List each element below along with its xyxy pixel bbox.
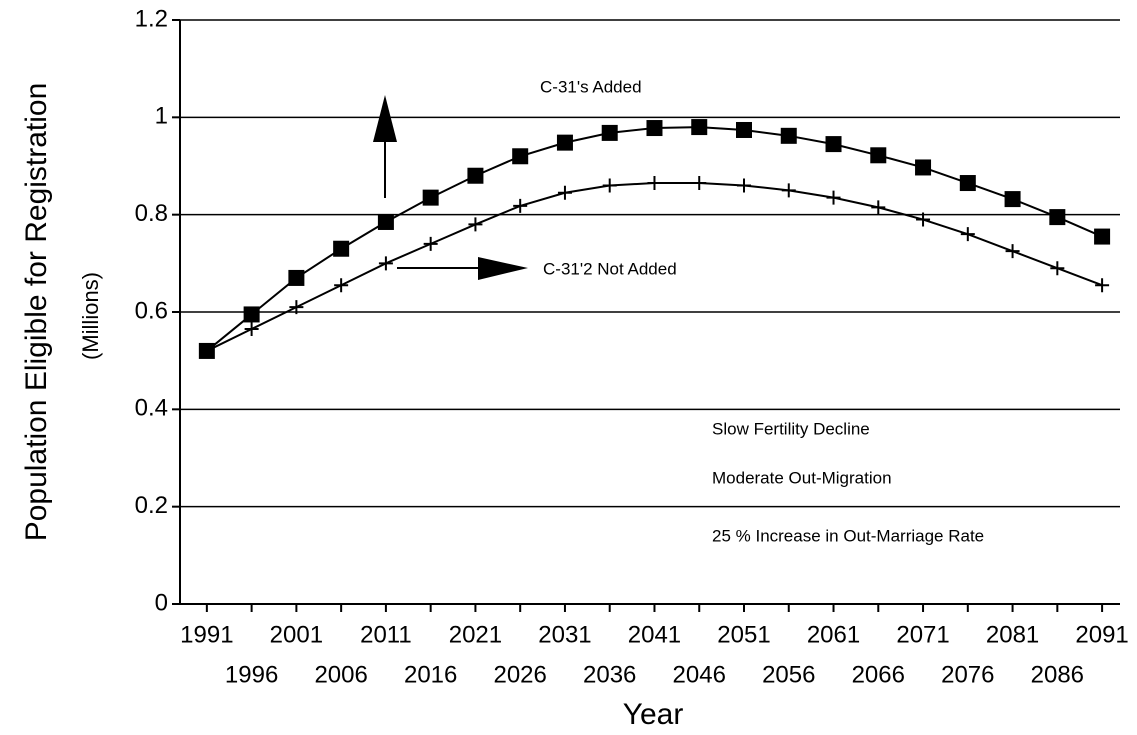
x-tick-label: 2026 — [493, 661, 546, 688]
marker — [468, 217, 483, 232]
series-annotation: C-31's Added — [540, 77, 642, 96]
marker — [647, 176, 662, 191]
arrow-head — [373, 95, 397, 142]
x-axis-label: Year — [623, 698, 684, 731]
x-tick-label: 2021 — [449, 621, 502, 648]
marker — [244, 322, 259, 337]
x-tick-label: 2076 — [941, 661, 994, 688]
annotation: Moderate Out-Migration — [712, 468, 892, 487]
x-tick-label: 2051 — [717, 621, 770, 648]
marker — [1094, 228, 1111, 245]
marker — [1005, 244, 1020, 259]
marker — [243, 306, 260, 323]
marker — [692, 176, 707, 191]
x-tick-label: 2081 — [986, 621, 1039, 648]
marker — [467, 167, 484, 184]
marker — [1050, 261, 1065, 276]
x-tick-label: 2086 — [1031, 661, 1084, 688]
y-tick-label: 0.6 — [135, 297, 168, 324]
x-tick-label: 2046 — [673, 661, 726, 688]
y-axis-label: Population Eligible for Registration — [20, 83, 53, 542]
marker — [333, 240, 350, 257]
x-tick-label: 2066 — [852, 661, 905, 688]
x-tick-label: 1991 — [180, 621, 233, 648]
marker — [423, 236, 438, 251]
y-tick-label: 1 — [155, 103, 168, 130]
marker — [513, 198, 528, 213]
marker — [870, 147, 887, 164]
marker — [737, 178, 751, 193]
marker — [646, 120, 663, 137]
y-tick-label: 0.8 — [135, 200, 168, 227]
y-tick-label: 0 — [155, 589, 168, 616]
x-tick-label: 2071 — [896, 621, 949, 648]
marker — [602, 178, 617, 193]
x-tick-label: 1996 — [225, 661, 278, 688]
marker — [959, 175, 976, 192]
marker — [378, 256, 393, 271]
x-tick-label: 2006 — [314, 661, 367, 688]
marker — [915, 159, 932, 176]
marker — [422, 189, 439, 206]
y-tick-label: 0.2 — [135, 492, 168, 519]
marker — [557, 185, 572, 200]
series-annotation: C-31'2 Not Added — [543, 259, 677, 278]
marker — [781, 183, 796, 198]
marker — [601, 124, 618, 141]
x-tick-label: 2011 — [360, 621, 412, 648]
marker — [289, 300, 304, 315]
marker — [199, 343, 214, 358]
marker — [825, 136, 842, 153]
marker — [556, 134, 573, 151]
x-tick-label: 2056 — [762, 661, 815, 688]
marker — [1049, 209, 1066, 226]
annotation: 25 % Increase in Out-Marriage Rate — [712, 526, 984, 545]
marker — [736, 121, 752, 138]
arrow-head — [478, 257, 528, 280]
marker — [916, 212, 931, 227]
marker — [512, 148, 529, 165]
x-tick-label: 2041 — [628, 621, 681, 648]
marker — [334, 278, 349, 293]
x-tick-label: 2001 — [270, 621, 323, 648]
y-tick-label: 1.2 — [135, 5, 168, 32]
marker — [871, 200, 886, 215]
x-tick-label: 2036 — [583, 661, 636, 688]
x-tick-label: 2061 — [807, 621, 860, 648]
marker — [288, 269, 305, 286]
marker — [691, 119, 708, 136]
marker — [1004, 191, 1021, 208]
x-tick-label: 2016 — [404, 661, 457, 688]
marker — [960, 227, 975, 242]
marker — [780, 127, 797, 144]
x-tick-label: 2091 — [1075, 621, 1128, 648]
annotation: Slow Fertility Decline — [712, 419, 870, 438]
y-axis-unit: (Millions) — [78, 272, 103, 360]
marker — [826, 190, 841, 205]
y-tick-label: 0.4 — [135, 395, 168, 422]
x-tick-label: 2031 — [538, 621, 591, 648]
marker — [1095, 278, 1110, 293]
marker — [377, 213, 394, 230]
